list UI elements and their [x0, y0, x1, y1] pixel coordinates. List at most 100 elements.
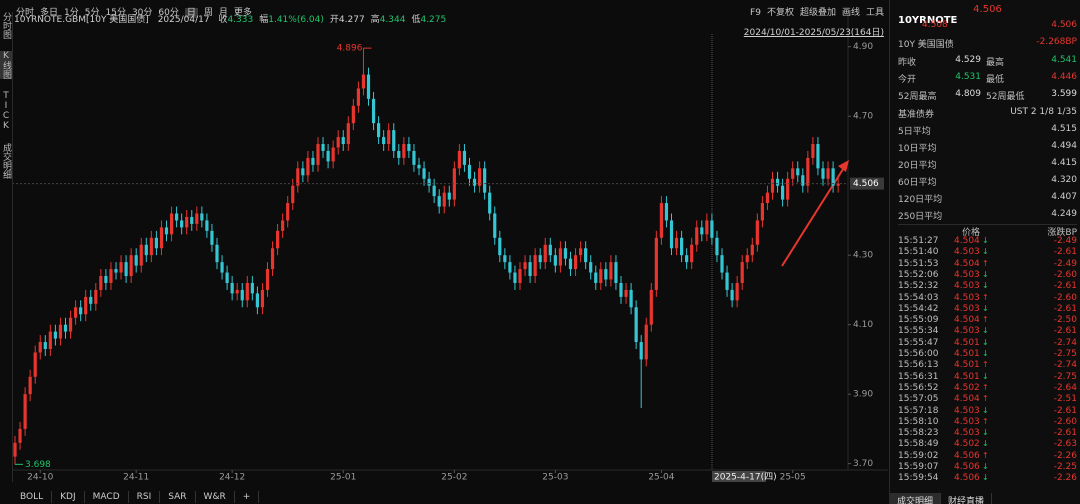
tool-button[interactable]: 超级叠加 — [799, 8, 836, 18]
average-value: 4.249 — [1051, 209, 1077, 219]
period-button[interactable]: 分时 — [16, 8, 35, 18]
indicator-tab[interactable]: + — [235, 491, 260, 503]
period-button[interactable]: 1分 — [64, 8, 79, 18]
trade-price: 4.503 — [954, 303, 980, 314]
candle-body — [341, 137, 345, 145]
stat-label: 最低 — [986, 75, 1005, 85]
period-button[interactable]: 30分 — [131, 8, 153, 18]
trade-arrow: ↓ — [982, 405, 989, 415]
period-button[interactable]: 15分 — [105, 8, 126, 18]
candle-body — [28, 376, 32, 395]
stat-value: 4.531 — [955, 72, 981, 82]
candle-body — [462, 150, 467, 165]
period-button[interactable]: 日 — [184, 8, 198, 18]
candle-body — [331, 147, 335, 162]
candle-body — [558, 248, 562, 266]
last: 4.506 — [973, 4, 1002, 15]
period-button[interactable]: 月 — [218, 8, 228, 18]
candle-body — [195, 213, 199, 224]
view-tab[interactable]: 成交明细 — [1, 143, 11, 179]
candle-body — [422, 168, 426, 179]
trade-arrow: ↑ — [982, 360, 989, 370]
ask: 4.506 — [1051, 20, 1077, 30]
change: -2.268BP — [1036, 37, 1077, 47]
trade-header: 价格 涨跌BP — [898, 224, 1077, 238]
candle-body — [715, 237, 719, 256]
period-button[interactable]: 更多 — [233, 8, 252, 18]
candle-body — [397, 150, 401, 158]
candle-body — [89, 296, 93, 304]
candle-body — [836, 183, 840, 186]
candle-body — [770, 178, 775, 193]
view-tab[interactable]: K线图 — [0, 51, 12, 79]
average-label: 5日平均 — [898, 127, 931, 137]
trade-price: 4.503 — [954, 428, 980, 439]
stat-value: 4.541 — [1051, 55, 1077, 65]
candle-body — [467, 164, 472, 179]
trade-row: 15:52:32 4.503 ↓ -2.61 — [898, 281, 1077, 293]
candle-body — [589, 262, 593, 273]
trade-row: 15:58:10 4.503 ↑ -2.60 — [898, 417, 1077, 429]
candle-body — [43, 342, 47, 349]
period-button[interactable]: 周 — [203, 8, 213, 18]
trade-row: 15:51:40 4.503 ↓ -2.61 — [898, 247, 1077, 259]
trade-row: 15:58:49 4.502 ↓ -2.63 — [898, 439, 1077, 451]
trade-arrow: ↓ — [982, 269, 989, 279]
info-label: 收 — [218, 15, 228, 25]
stat-value: 4.809 — [955, 89, 981, 99]
candle-body — [472, 178, 477, 186]
candle-body — [654, 237, 658, 290]
candle-body — [412, 150, 416, 165]
date-range[interactable]: 2024/10/01-2025/05/23(164日) — [743, 28, 884, 38]
candle-body — [245, 282, 249, 301]
indicator-tab[interactable]: RSI — [129, 491, 161, 503]
period-button[interactable]: 多日 — [40, 8, 59, 18]
candle-body — [680, 237, 684, 256]
candle-body — [23, 394, 27, 429]
candle-body — [508, 262, 512, 273]
indicator-tab[interactable]: W&R — [196, 491, 235, 503]
candle-body — [402, 144, 406, 158]
indicator-tab[interactable]: SAR — [160, 491, 196, 503]
tool-button[interactable]: 工具 — [865, 8, 884, 18]
candle-body — [205, 220, 209, 231]
candle-body — [745, 255, 749, 263]
trade-price: 4.504 — [954, 258, 980, 269]
trade-bp: -2.26 — [1053, 450, 1077, 461]
candle-body — [407, 144, 411, 151]
candle-body — [831, 168, 835, 186]
period-button[interactable]: 5分 — [84, 8, 100, 18]
candle-body — [417, 164, 421, 169]
candle-body — [306, 157, 310, 176]
trade-arrow: ↓ — [982, 247, 989, 257]
candle-body — [740, 262, 744, 283]
tool-button[interactable]: F9 — [750, 8, 761, 18]
indicator-tab[interactable]: KDJ — [52, 491, 85, 503]
x-tick-label: 25-02 — [441, 473, 467, 483]
trade-price: 4.501 — [954, 360, 980, 371]
trade-bp: -2.50 — [1053, 315, 1077, 326]
trade-time: 15:51:27 — [898, 236, 939, 246]
period-button[interactable]: 60分 — [158, 8, 179, 18]
view-tab[interactable]: TICK — [1, 91, 11, 131]
trade-arrow: ↓ — [982, 303, 989, 313]
tool-button[interactable]: 画线 — [841, 8, 860, 18]
candle-body — [685, 255, 689, 263]
view-tab[interactable]: 分时图 — [1, 12, 11, 39]
candle-body — [190, 216, 194, 224]
average-value: 4.515 — [1051, 124, 1077, 134]
candle-body — [775, 178, 780, 186]
bottom-tab[interactable]: 成交明细 — [890, 493, 942, 504]
trade-bp: -2.75 — [1053, 371, 1077, 382]
period-toolbar: 分时 多日 1分 5分 15分 30分 60分日周月更多 — [16, 0, 258, 19]
bottom-tab[interactable]: 财经直播 — [941, 493, 993, 504]
trade-arrow: ↑ — [982, 382, 989, 392]
x-tick-label: 24-11 — [123, 473, 149, 483]
tool-button[interactable]: 不复权 — [766, 8, 794, 18]
trade-price: 4.501 — [954, 371, 980, 382]
trade-price: 4.503 — [954, 247, 980, 258]
trade-row: 15:54:03 4.503 ↑ -2.60 — [898, 293, 1077, 305]
candle-body — [63, 324, 68, 332]
indicator-tab[interactable]: BOLL — [12, 491, 53, 503]
indicator-tab[interactable]: MACD — [85, 491, 129, 503]
